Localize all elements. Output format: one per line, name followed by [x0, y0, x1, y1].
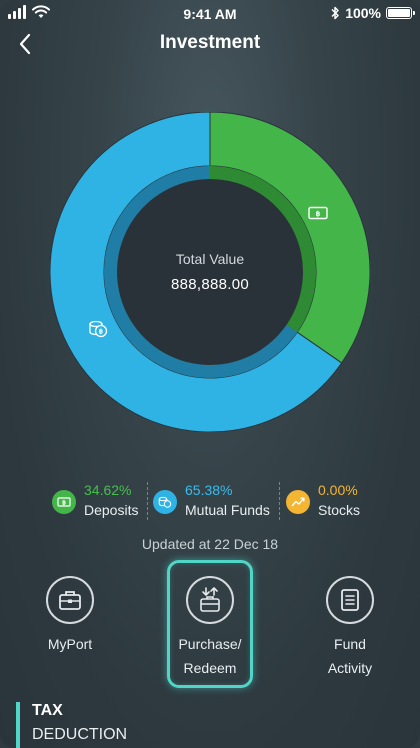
- donut-center: [117, 179, 303, 365]
- fund-activity-label: Fund Activity: [302, 632, 398, 680]
- deposit-icon: ฿: [52, 490, 76, 514]
- bluetooth-icon: [331, 6, 339, 20]
- chevron-left-icon: [19, 33, 31, 55]
- back-button[interactable]: [12, 30, 40, 58]
- portfolio-donut-chart: ฿ ฿: [50, 112, 370, 432]
- document-icon: [326, 576, 374, 624]
- svg-text:฿: ฿: [316, 210, 321, 218]
- mutual-funds-slice-icon: ฿: [89, 320, 108, 338]
- fund-activity-label-line1: Fund: [334, 636, 366, 652]
- total-value-label: Total Value: [175, 251, 245, 267]
- purchase-redeem-label: Purchase/ Redeem: [162, 632, 258, 680]
- svg-text:฿: ฿: [62, 499, 66, 506]
- svg-text:฿: ฿: [99, 328, 104, 336]
- signal-icon: [8, 5, 26, 19]
- page-title: Investment: [159, 32, 261, 53]
- battery-percent: 100%: [345, 5, 381, 21]
- status-bar: 9:41 AM 100%: [0, 0, 420, 26]
- wifi-icon: [32, 5, 50, 18]
- legend-percent-stocks: 0.00%: [318, 482, 358, 498]
- legend-divider: [147, 482, 148, 520]
- deposit-slice-icon: ฿: [308, 206, 328, 220]
- mutual-funds-icon: [153, 490, 177, 514]
- status-left: [8, 5, 50, 19]
- purchase-redeem-label-line1: Purchase/: [178, 636, 242, 652]
- purchase-redeem-button[interactable]: Purchase/ Redeem: [162, 576, 258, 686]
- fund-activity-button[interactable]: Fund Activity: [302, 576, 398, 686]
- briefcase-icon: [46, 576, 94, 624]
- legend-name-mutual-funds: Mutual Funds: [185, 502, 270, 518]
- status-time: 9:41 AM: [183, 6, 237, 22]
- donut-inner-ring: [104, 166, 317, 378]
- battery-icon: [386, 7, 415, 19]
- tax-subtitle: DEDUCTION: [32, 726, 128, 743]
- header: Investment: [0, 28, 420, 60]
- myport-label: MyPort: [47, 636, 93, 652]
- purchase-redeem-icon: [186, 576, 234, 624]
- selected-action-highlight: [167, 560, 253, 688]
- legend-name-stocks: Stocks: [318, 502, 361, 518]
- tax-deduction-section[interactable]: TAX DEDUCTION: [16, 700, 216, 748]
- purchase-redeem-label-line2: Redeem: [183, 660, 237, 676]
- status-right: 100%: [330, 5, 415, 21]
- fund-activity-label-line2: Activity: [327, 660, 373, 676]
- donut-inner-slice-deposits: [210, 166, 317, 333]
- total-value-amount: 888,888.00: [170, 276, 250, 293]
- myport-button[interactable]: MyPort: [22, 576, 118, 686]
- tax-accent-bar: [16, 702, 20, 748]
- legend-divider: [279, 482, 280, 520]
- tax-title: TAX: [32, 702, 63, 719]
- updated-timestamp: Updated at 22 Dec 18: [141, 536, 279, 552]
- legend-percent-mutual-funds: 65.38%: [185, 482, 233, 498]
- legend-percent-deposits: 34.62%: [84, 482, 132, 498]
- chart-legend: ฿ 34.62% Deposits 65.38% Mutual Funds: [0, 478, 420, 522]
- stocks-icon: [286, 490, 310, 514]
- legend-name-deposits: Deposits: [84, 502, 139, 518]
